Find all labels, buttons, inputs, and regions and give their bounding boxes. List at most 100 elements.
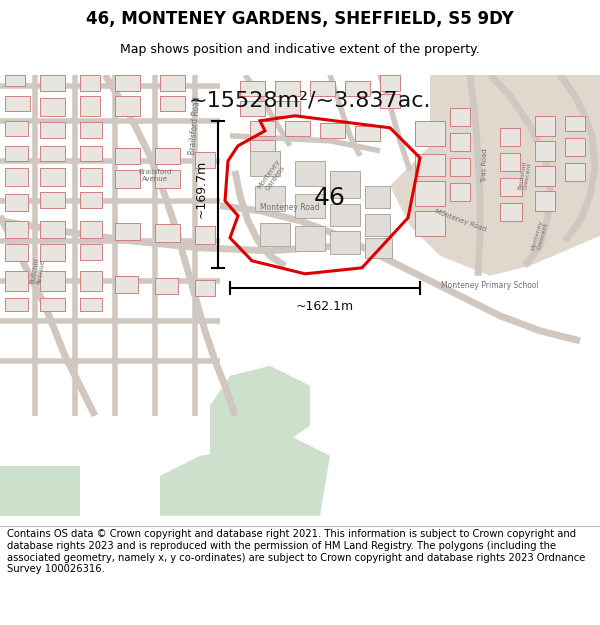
Polygon shape [40, 168, 65, 186]
Polygon shape [310, 81, 335, 96]
Polygon shape [415, 154, 445, 176]
Polygon shape [345, 81, 370, 96]
Polygon shape [0, 466, 80, 516]
Polygon shape [40, 122, 65, 138]
Polygon shape [565, 162, 585, 181]
Polygon shape [80, 146, 102, 161]
Text: ~169.7m: ~169.7m [195, 160, 208, 218]
Polygon shape [40, 98, 65, 116]
Polygon shape [450, 107, 470, 126]
Polygon shape [250, 151, 280, 176]
Polygon shape [80, 168, 102, 186]
Polygon shape [160, 436, 330, 516]
Polygon shape [330, 204, 360, 226]
Polygon shape [195, 280, 215, 296]
Polygon shape [295, 226, 325, 251]
Polygon shape [40, 244, 65, 261]
Polygon shape [275, 101, 300, 116]
Polygon shape [565, 138, 585, 156]
Polygon shape [80, 75, 100, 91]
Polygon shape [295, 161, 325, 186]
Polygon shape [80, 271, 102, 291]
Text: Brailsford
Avenue: Brailsford Avenue [139, 169, 172, 182]
Polygon shape [155, 278, 178, 294]
Text: ~162.1m: ~162.1m [296, 300, 354, 312]
Polygon shape [40, 75, 65, 91]
Polygon shape [535, 191, 555, 211]
Polygon shape [535, 116, 555, 136]
Text: Map shows position and indicative extent of the property.: Map shows position and indicative extent… [120, 42, 480, 56]
Polygon shape [5, 146, 28, 161]
Polygon shape [195, 152, 215, 168]
Polygon shape [450, 132, 470, 151]
Polygon shape [330, 231, 360, 254]
Polygon shape [40, 271, 65, 291]
Polygon shape [115, 276, 138, 292]
Polygon shape [415, 121, 445, 146]
Polygon shape [535, 166, 555, 186]
Polygon shape [5, 96, 30, 111]
Polygon shape [250, 140, 275, 156]
Polygon shape [80, 244, 102, 260]
Polygon shape [40, 146, 65, 161]
Polygon shape [500, 128, 520, 146]
Polygon shape [330, 171, 360, 198]
Polygon shape [160, 96, 185, 111]
Polygon shape [40, 221, 65, 238]
Text: Monteney
Gardens: Monteney Gardens [257, 158, 287, 194]
Text: Butchill
Avenue: Butchill Avenue [29, 257, 47, 285]
Polygon shape [390, 75, 600, 276]
Polygon shape [415, 181, 445, 206]
Text: Bernshall
Crescent: Bernshall Crescent [517, 161, 533, 191]
Polygon shape [380, 75, 400, 91]
Polygon shape [115, 96, 140, 116]
Polygon shape [160, 75, 185, 91]
Polygon shape [80, 96, 100, 116]
Polygon shape [5, 298, 28, 311]
Text: Brailsford Road: Brailsford Road [188, 96, 202, 156]
Text: Monteney Road: Monteney Road [260, 203, 320, 212]
Polygon shape [380, 94, 400, 108]
Polygon shape [500, 177, 522, 196]
Polygon shape [40, 192, 65, 208]
Polygon shape [365, 214, 390, 236]
Text: Contains OS data © Crown copyright and database right 2021. This information is : Contains OS data © Crown copyright and d… [7, 529, 586, 574]
Polygon shape [450, 158, 470, 176]
Text: ~15528m²/~3.837ac.: ~15528m²/~3.837ac. [189, 91, 431, 111]
Polygon shape [115, 222, 140, 240]
Polygon shape [415, 211, 445, 236]
Polygon shape [5, 194, 28, 211]
Text: Monteney
Crescent: Monteney Crescent [531, 219, 549, 253]
Polygon shape [80, 298, 102, 311]
Polygon shape [5, 271, 28, 291]
Polygon shape [5, 75, 25, 86]
Text: 46, MONTENEY GARDENS, SHEFFIELD, S5 9DY: 46, MONTENEY GARDENS, SHEFFIELD, S5 9DY [86, 10, 514, 28]
Polygon shape [195, 226, 215, 244]
Polygon shape [40, 298, 65, 311]
Polygon shape [115, 148, 140, 164]
Polygon shape [255, 186, 285, 211]
Polygon shape [115, 75, 140, 91]
Polygon shape [80, 122, 102, 138]
Polygon shape [5, 244, 28, 261]
Polygon shape [450, 182, 470, 201]
Polygon shape [5, 121, 28, 136]
Polygon shape [155, 224, 180, 242]
Polygon shape [365, 238, 392, 258]
Polygon shape [565, 116, 585, 131]
Polygon shape [365, 186, 390, 208]
Polygon shape [115, 170, 140, 187]
Polygon shape [260, 222, 290, 246]
Text: Monteney Primary School: Monteney Primary School [441, 281, 539, 290]
Polygon shape [5, 221, 28, 238]
Polygon shape [535, 141, 555, 161]
Polygon shape [320, 122, 345, 138]
Polygon shape [240, 81, 265, 96]
Polygon shape [295, 194, 325, 218]
Polygon shape [5, 168, 28, 186]
Polygon shape [250, 121, 275, 136]
Polygon shape [500, 152, 520, 171]
Polygon shape [80, 221, 102, 238]
Text: Monteney Road: Monteney Road [434, 209, 487, 233]
Polygon shape [155, 170, 180, 187]
